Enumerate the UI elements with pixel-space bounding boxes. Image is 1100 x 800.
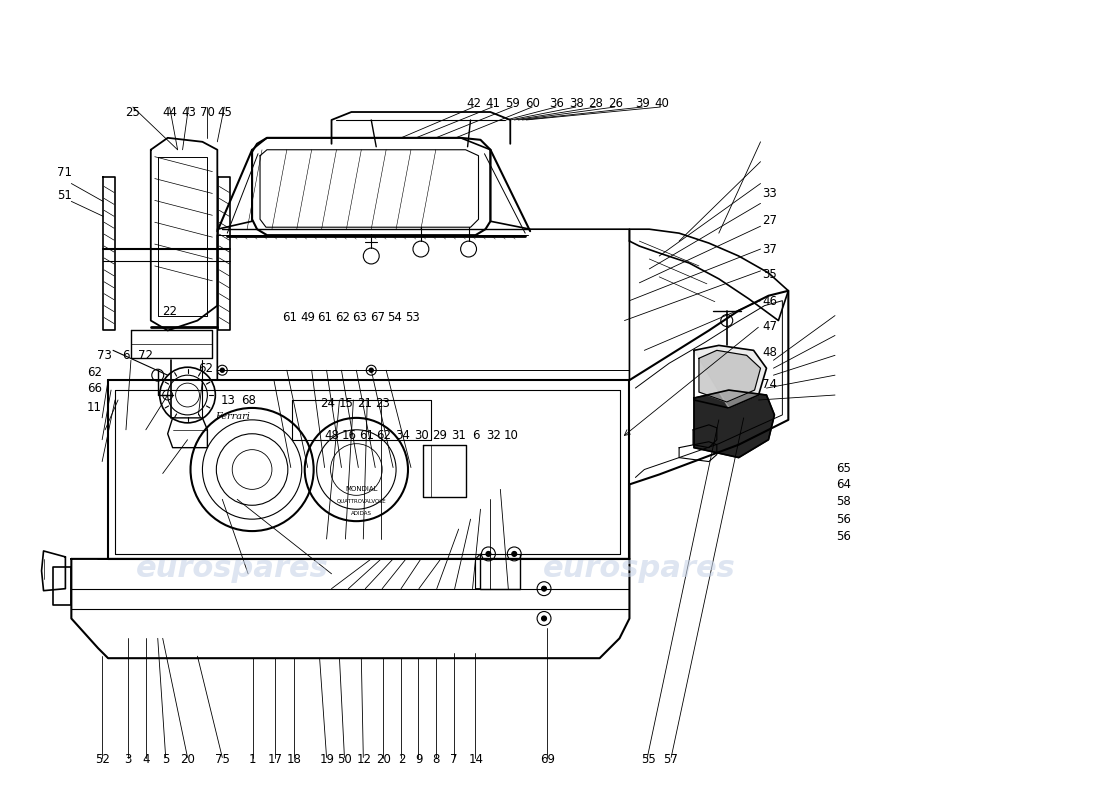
Text: 65: 65 bbox=[836, 462, 851, 475]
Text: 48: 48 bbox=[762, 346, 777, 359]
Text: 72: 72 bbox=[139, 349, 153, 362]
Text: 37: 37 bbox=[762, 242, 777, 255]
Text: 39: 39 bbox=[636, 97, 650, 110]
Text: 61: 61 bbox=[359, 430, 374, 442]
Circle shape bbox=[220, 368, 224, 372]
Text: 30: 30 bbox=[414, 430, 429, 442]
Text: 70: 70 bbox=[199, 106, 214, 119]
Text: 14: 14 bbox=[469, 753, 483, 766]
Text: 45: 45 bbox=[217, 106, 232, 119]
Text: 59: 59 bbox=[505, 97, 520, 110]
Text: 26: 26 bbox=[608, 97, 623, 110]
Text: 19: 19 bbox=[320, 753, 334, 766]
Text: 62: 62 bbox=[87, 366, 102, 379]
Text: 1: 1 bbox=[249, 753, 256, 766]
Text: 4: 4 bbox=[142, 753, 150, 766]
Text: 48: 48 bbox=[324, 430, 339, 442]
Text: 54: 54 bbox=[387, 311, 403, 324]
Circle shape bbox=[370, 368, 373, 372]
Text: 5: 5 bbox=[162, 753, 169, 766]
Text: 38: 38 bbox=[569, 97, 584, 110]
Text: 57: 57 bbox=[662, 753, 678, 766]
Text: 16: 16 bbox=[341, 430, 356, 442]
Text: 43: 43 bbox=[182, 106, 196, 119]
Text: 53: 53 bbox=[405, 311, 420, 324]
Text: 71: 71 bbox=[56, 166, 72, 179]
Text: 62: 62 bbox=[198, 362, 213, 374]
Text: 67: 67 bbox=[370, 311, 385, 324]
Text: 56: 56 bbox=[836, 513, 851, 526]
Polygon shape bbox=[698, 350, 760, 402]
Text: 22: 22 bbox=[162, 305, 177, 318]
Text: 12: 12 bbox=[356, 753, 372, 766]
Text: 41: 41 bbox=[486, 97, 500, 110]
Text: 7: 7 bbox=[450, 753, 458, 766]
Text: Ferrari: Ferrari bbox=[214, 412, 250, 422]
Text: 60: 60 bbox=[525, 97, 540, 110]
Text: 62: 62 bbox=[376, 430, 392, 442]
Text: MONDIAL: MONDIAL bbox=[345, 486, 377, 492]
Text: 2: 2 bbox=[398, 753, 405, 766]
Text: 64: 64 bbox=[836, 478, 851, 490]
Text: 74: 74 bbox=[762, 378, 777, 390]
Polygon shape bbox=[694, 390, 774, 458]
Text: 24: 24 bbox=[320, 397, 334, 410]
Text: 29: 29 bbox=[432, 430, 448, 442]
Text: 27: 27 bbox=[762, 214, 777, 227]
Circle shape bbox=[541, 616, 547, 621]
Text: 34: 34 bbox=[395, 430, 410, 442]
Text: 28: 28 bbox=[588, 97, 603, 110]
Text: eurospares: eurospares bbox=[543, 554, 736, 583]
Text: 3: 3 bbox=[124, 753, 132, 766]
Text: 6: 6 bbox=[122, 349, 130, 362]
Text: 75: 75 bbox=[214, 753, 230, 766]
Text: 47: 47 bbox=[762, 321, 777, 334]
Text: 18: 18 bbox=[287, 753, 301, 766]
Text: 58: 58 bbox=[836, 495, 851, 508]
Text: 31: 31 bbox=[451, 430, 465, 442]
Text: 9: 9 bbox=[415, 753, 422, 766]
Text: eurospares: eurospares bbox=[135, 554, 329, 583]
Text: 13: 13 bbox=[220, 394, 235, 406]
Text: 23: 23 bbox=[375, 397, 390, 410]
Text: ADIDAS: ADIDAS bbox=[351, 510, 372, 516]
Text: 46: 46 bbox=[762, 295, 777, 308]
Text: 61: 61 bbox=[318, 311, 332, 324]
Text: 69: 69 bbox=[540, 753, 556, 766]
Text: 17: 17 bbox=[267, 753, 283, 766]
Text: 51: 51 bbox=[57, 189, 72, 202]
Text: 68: 68 bbox=[241, 394, 256, 406]
Polygon shape bbox=[694, 346, 767, 408]
Text: 42: 42 bbox=[466, 97, 481, 110]
Text: 6: 6 bbox=[472, 430, 480, 442]
Text: 20: 20 bbox=[180, 753, 195, 766]
Text: 25: 25 bbox=[125, 106, 140, 119]
Text: 56: 56 bbox=[836, 530, 851, 543]
Circle shape bbox=[541, 586, 547, 591]
Text: 11: 11 bbox=[87, 402, 102, 414]
Text: 15: 15 bbox=[339, 397, 353, 410]
Text: 55: 55 bbox=[641, 753, 656, 766]
Text: 40: 40 bbox=[654, 97, 669, 110]
Text: 44: 44 bbox=[163, 106, 177, 119]
Text: 73: 73 bbox=[97, 349, 112, 362]
Text: 20: 20 bbox=[376, 753, 392, 766]
Text: 21: 21 bbox=[356, 397, 372, 410]
Text: 61: 61 bbox=[283, 311, 297, 324]
Text: 8: 8 bbox=[432, 753, 440, 766]
Text: QUATTROVALVOLE: QUATTROVALVOLE bbox=[337, 498, 386, 504]
Text: 63: 63 bbox=[352, 311, 367, 324]
Text: 10: 10 bbox=[503, 430, 518, 442]
Text: 49: 49 bbox=[300, 311, 315, 324]
Text: 66: 66 bbox=[87, 382, 102, 395]
Text: 62: 62 bbox=[336, 311, 350, 324]
Text: 36: 36 bbox=[549, 97, 564, 110]
Text: 52: 52 bbox=[95, 753, 110, 766]
Text: 35: 35 bbox=[762, 268, 777, 281]
Text: 32: 32 bbox=[486, 430, 500, 442]
Text: 33: 33 bbox=[762, 187, 777, 200]
Circle shape bbox=[512, 551, 517, 557]
Text: 50: 50 bbox=[338, 753, 352, 766]
Circle shape bbox=[486, 551, 491, 557]
